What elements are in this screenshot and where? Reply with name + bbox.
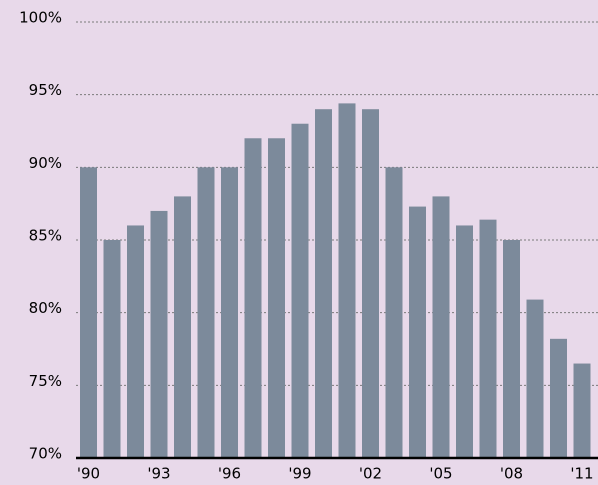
y-tick-label: 95% <box>29 81 62 99</box>
bar <box>197 167 215 459</box>
bar <box>291 123 309 458</box>
bar <box>573 363 591 458</box>
bar <box>338 103 356 459</box>
y-tick-label: 85% <box>29 227 62 245</box>
bar <box>550 338 567 458</box>
bar <box>103 240 121 458</box>
y-tick-label: 80% <box>29 299 62 317</box>
x-tick-label: '90 <box>77 465 100 483</box>
x-tick-label: '99 <box>288 465 311 483</box>
x-tick-label: '93 <box>147 465 170 483</box>
bar <box>456 225 473 458</box>
bar <box>268 138 285 458</box>
bar <box>432 196 450 458</box>
bar <box>385 167 403 459</box>
x-tick-label: '08 <box>500 465 523 483</box>
bar <box>479 219 497 458</box>
bar <box>315 109 332 458</box>
bar <box>526 299 544 458</box>
x-tick-label: '05 <box>429 465 452 483</box>
bar <box>80 167 97 459</box>
x-tick-label: '96 <box>218 465 241 483</box>
bar <box>503 240 520 458</box>
bar <box>244 138 262 458</box>
bar <box>174 196 191 458</box>
x-tick-label: '02 <box>359 465 382 483</box>
bar <box>221 167 238 459</box>
y-tick-label: 70% <box>29 445 62 463</box>
bar <box>127 225 144 458</box>
x-tick-label: '11 <box>570 465 593 483</box>
bar <box>362 109 379 458</box>
y-tick-label: 100% <box>19 9 62 27</box>
y-tick-label: 90% <box>29 154 62 172</box>
bar <box>150 210 168 458</box>
bar <box>409 206 426 458</box>
y-tick-label: 75% <box>29 372 62 390</box>
